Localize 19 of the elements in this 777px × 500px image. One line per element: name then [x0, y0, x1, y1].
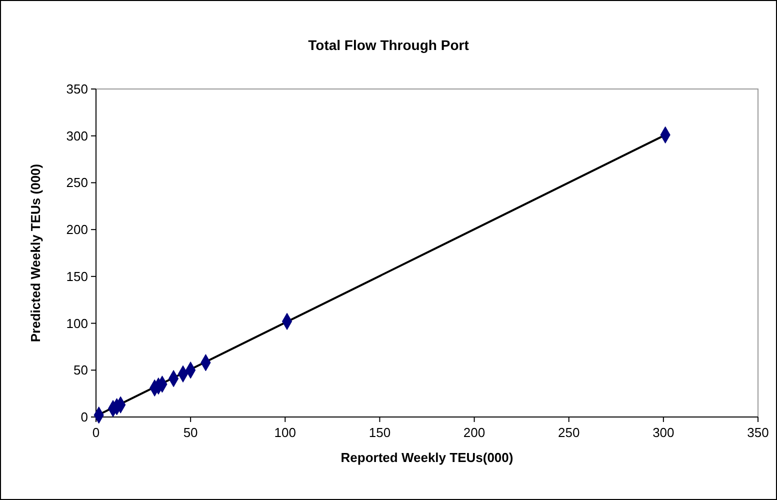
x-tick-label: 350: [747, 425, 769, 440]
y-tick-label: 50: [74, 362, 88, 378]
y-tick-label: 300: [66, 128, 88, 144]
y-axis-title: Predicted Weekly TEUs (000): [28, 164, 43, 342]
y-tick-label: 0: [80, 410, 88, 424]
y-tick-label: 350: [66, 82, 88, 96]
x-tick-label: 50: [183, 425, 198, 440]
x-tick-label: 250: [558, 425, 580, 440]
y-tick-label: 200: [66, 222, 88, 238]
x-tick-label: 100: [274, 425, 296, 440]
chart-title: Total Flow Through Port: [308, 37, 470, 53]
y-tick-label: 150: [66, 268, 88, 284]
y-tick-label: 250: [66, 175, 88, 190]
x-tick-label: 300: [652, 425, 674, 440]
x-tick-label: 0: [92, 425, 100, 440]
x-tick-label: 150: [368, 425, 391, 440]
x-tick-label: 200: [463, 425, 486, 440]
y-tick-label: 100: [66, 316, 88, 331]
x-axis-title: Reported Weekly TEUs(000): [340, 450, 514, 465]
